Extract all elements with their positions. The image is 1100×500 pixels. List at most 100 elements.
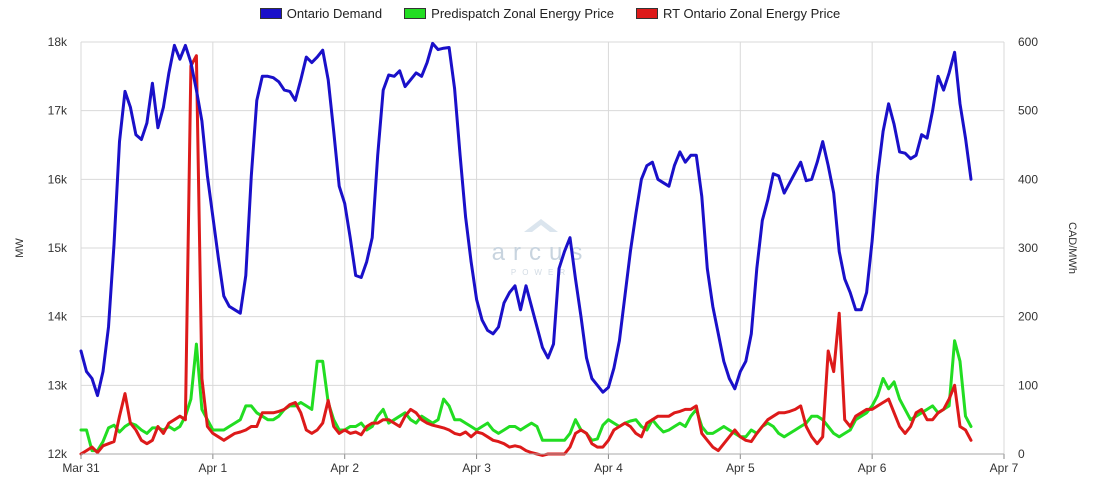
data-point-ontario-demand xyxy=(843,277,846,281)
y-left-tick-label: 15k xyxy=(48,241,68,255)
data-point-ontario-demand xyxy=(876,174,879,178)
y-right-tick-label: 300 xyxy=(1018,241,1038,255)
data-point-ontario-demand xyxy=(458,154,462,157)
data-point-ontario-demand xyxy=(717,332,720,335)
data-point-rt-ontario-zonal-energy-price xyxy=(475,430,478,434)
data-point-predispatch-zonal-energy-price xyxy=(530,421,533,425)
data-point-ontario-demand xyxy=(327,78,330,82)
data-point-ontario-demand xyxy=(805,179,808,182)
data-point-ontario-demand xyxy=(266,75,269,78)
data-point-ontario-demand xyxy=(360,276,363,279)
data-point-ontario-demand xyxy=(321,49,324,52)
data-point-predispatch-zonal-energy-price xyxy=(239,418,242,421)
data-point-ontario-demand xyxy=(387,73,390,77)
data-point-predispatch-zonal-energy-price xyxy=(838,435,841,438)
data-point-rt-ontario-zonal-energy-price xyxy=(123,392,127,395)
data-point-predispatch-zonal-energy-price xyxy=(656,425,660,428)
data-point-predispatch-zonal-energy-price xyxy=(684,425,687,428)
data-point-rt-ontario-zonal-energy-price xyxy=(464,430,467,434)
data-point-rt-ontario-zonal-energy-price xyxy=(832,370,835,373)
data-point-rt-ontario-zonal-energy-price xyxy=(343,428,346,432)
data-point-ontario-demand xyxy=(129,106,132,109)
data-point-rt-ontario-zonal-energy-price xyxy=(151,439,154,442)
legend-item-ontario-demand[interactable]: Ontario Demand xyxy=(259,6,383,21)
data-point-rt-ontario-zonal-energy-price xyxy=(706,439,709,442)
data-point-rt-ontario-zonal-energy-price xyxy=(541,454,544,457)
data-point-rt-ontario-zonal-energy-price xyxy=(612,428,616,432)
data-point-ontario-demand xyxy=(464,215,467,219)
data-point-rt-ontario-zonal-energy-price xyxy=(816,442,819,445)
data-point-predispatch-zonal-energy-price xyxy=(90,449,94,452)
data-point-predispatch-zonal-energy-price xyxy=(244,404,247,408)
data-point-ontario-demand xyxy=(898,150,901,154)
data-point-ontario-demand xyxy=(552,342,555,346)
data-point-predispatch-zonal-energy-price xyxy=(464,421,467,425)
data-point-ontario-demand xyxy=(189,61,193,64)
data-point-predispatch-zonal-energy-price xyxy=(634,418,638,421)
legend-label-rt: RT Ontario Zonal Energy Price xyxy=(662,6,841,21)
data-point-ontario-demand xyxy=(195,88,198,92)
data-point-rt-ontario-zonal-energy-price xyxy=(354,430,357,434)
data-point-predispatch-zonal-energy-price xyxy=(195,342,198,346)
data-point-predispatch-zonal-energy-price xyxy=(134,424,138,427)
data-point-rt-ontario-zonal-energy-price xyxy=(843,418,846,421)
data-point-predispatch-zonal-energy-price xyxy=(909,418,912,421)
legend-item-predispatch[interactable]: Predispatch Zonal Energy Price xyxy=(404,6,614,21)
data-point-predispatch-zonal-energy-price xyxy=(360,421,363,425)
data-point-ontario-demand xyxy=(942,88,945,92)
data-point-rt-ontario-zonal-energy-price xyxy=(217,435,220,438)
data-point-predispatch-zonal-energy-price xyxy=(876,394,879,397)
data-point-rt-ontario-zonal-energy-price xyxy=(629,425,632,428)
data-point-ontario-demand xyxy=(217,257,220,260)
x-tick-label: Apr 4 xyxy=(594,461,623,475)
data-point-predispatch-zonal-energy-price xyxy=(277,415,280,418)
data-point-ontario-demand xyxy=(881,130,885,133)
data-point-predispatch-zonal-energy-price xyxy=(953,339,956,342)
y-right-tick-label: 600 xyxy=(1018,35,1038,49)
data-point-rt-ontario-zonal-energy-price xyxy=(244,428,247,432)
data-point-predispatch-zonal-energy-price xyxy=(178,425,182,428)
data-point-rt-ontario-zonal-energy-price xyxy=(914,411,918,414)
data-point-rt-ontario-zonal-energy-price xyxy=(414,411,418,414)
y-right-tick-label: 500 xyxy=(1018,104,1038,118)
watermark-chevron-icon xyxy=(524,219,558,232)
data-point-ontario-demand xyxy=(656,178,660,181)
data-point-predispatch-zonal-energy-price xyxy=(574,418,577,421)
data-point-rt-ontario-zonal-energy-price xyxy=(403,415,407,418)
data-point-predispatch-zonal-energy-price xyxy=(678,421,682,425)
data-point-ontario-demand xyxy=(821,140,824,143)
legend-label-ontario-demand: Ontario Demand xyxy=(286,6,383,21)
data-point-rt-ontario-zonal-energy-price xyxy=(365,425,368,428)
legend-label-predispatch: Predispatch Zonal Energy Price xyxy=(431,6,614,21)
data-point-rt-ontario-zonal-energy-price xyxy=(969,439,973,442)
data-point-rt-ontario-zonal-energy-price xyxy=(173,418,176,421)
data-point-rt-ontario-zonal-energy-price xyxy=(502,442,506,445)
data-point-ontario-demand xyxy=(354,274,357,277)
data-point-ontario-demand xyxy=(816,161,819,164)
data-point-ontario-demand xyxy=(799,161,802,164)
data-point-predispatch-zonal-energy-price xyxy=(299,401,302,404)
series-layer xyxy=(79,41,973,457)
data-point-ontario-demand xyxy=(827,164,830,167)
data-point-predispatch-zonal-energy-price xyxy=(442,397,445,401)
y-left-tick-label: 16k xyxy=(48,172,68,186)
data-point-rt-ontario-zonal-energy-price xyxy=(860,411,863,414)
data-point-predispatch-zonal-energy-price xyxy=(200,408,204,411)
data-point-rt-ontario-zonal-energy-price xyxy=(634,432,638,435)
data-point-predispatch-zonal-energy-price xyxy=(425,418,429,421)
legend-item-rt[interactable]: RT Ontario Zonal Energy Price xyxy=(635,6,841,21)
data-point-predispatch-zonal-energy-price xyxy=(173,428,176,432)
data-point-ontario-demand xyxy=(920,133,923,136)
data-point-rt-ontario-zonal-energy-price xyxy=(398,425,401,428)
data-point-rt-ontario-zonal-energy-price xyxy=(920,408,923,411)
data-point-predispatch-zonal-energy-price xyxy=(925,408,929,411)
data-point-ontario-demand xyxy=(261,75,264,78)
data-point-rt-ontario-zonal-energy-price xyxy=(266,411,269,414)
data-point-predispatch-zonal-energy-price xyxy=(810,415,813,418)
data-point-rt-ontario-zonal-energy-price xyxy=(129,421,132,425)
data-point-predispatch-zonal-energy-price xyxy=(535,425,539,428)
data-point-ontario-demand xyxy=(629,250,632,253)
y-right-tick-label: 0 xyxy=(1018,447,1025,461)
data-point-predispatch-zonal-energy-price xyxy=(387,421,390,425)
data-point-predispatch-zonal-energy-price xyxy=(376,415,379,418)
